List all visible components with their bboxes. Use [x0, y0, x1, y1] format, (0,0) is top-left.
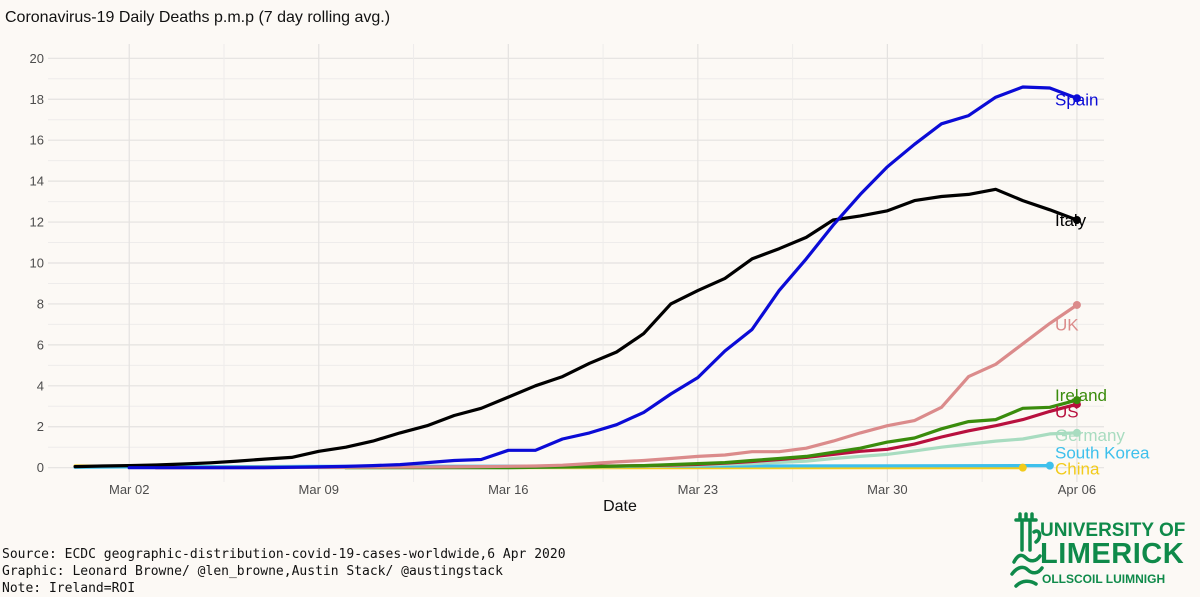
series-endpoint-spain [1072, 94, 1081, 103]
grid-lines [48, 44, 1104, 482]
x-tick-label: Mar 09 [299, 482, 339, 497]
y-tick-label: 20 [30, 51, 44, 66]
x-tick-label: Apr 06 [1058, 482, 1096, 497]
series-label-south-korea: South Korea [1055, 443, 1150, 462]
y-tick-label: 8 [37, 296, 44, 311]
chart-title: Coronavirus-19 Daily Deaths p.m.p (7 day… [5, 9, 390, 26]
y-tick-label: 18 [30, 92, 44, 107]
series-endpoint-south-korea [1045, 461, 1054, 470]
series-label-us: US [1055, 402, 1079, 421]
logo-line-university-of: UNIVERSITY OF [1040, 520, 1186, 541]
series-endpoint-uk [1072, 300, 1081, 309]
series-lines [73, 85, 1079, 470]
x-tick-label: Mar 02 [109, 482, 149, 497]
x-tick-label: Mar 30 [867, 482, 907, 497]
graphic-credit-line: Graphic: Leonard Browne/ @len_browne,Aus… [2, 564, 503, 579]
source-line: Source: ECDC geographic-distribution-cov… [2, 547, 566, 562]
series-line-uk [154, 303, 1079, 470]
series-endpoint-ireland [1072, 396, 1081, 405]
series-endpoint-italy [1072, 216, 1081, 225]
series-label-italy: Italy [1055, 211, 1087, 230]
x-tick-label: Mar 23 [678, 482, 718, 497]
y-tick-label: 4 [37, 378, 44, 393]
y-axis-ticks: 0 2 4 6 8 10 12 14 16 18 20 [30, 51, 44, 475]
series-line-ireland [344, 398, 1079, 470]
y-tick-label: 16 [30, 133, 44, 148]
series-label-spain: Spain [1055, 90, 1098, 109]
logo-line-limerick: LIMERICK [1040, 538, 1185, 570]
series-line-italy [73, 187, 1079, 469]
y-tick-label: 6 [37, 337, 44, 352]
series-endpoints [1018, 94, 1081, 472]
series-label-germany: Germany [1055, 426, 1125, 445]
series-endpoint-germany [1072, 428, 1081, 437]
university-logo-emblem [1010, 512, 1044, 588]
y-tick-label: 0 [37, 460, 44, 475]
note-line: Note: Ireland=ROI [2, 581, 136, 596]
x-tick-label: Mar 16 [488, 482, 528, 497]
x-axis-ticks: Mar 02 Mar 09 Mar 16 Mar 23 Mar 30 Apr 06 [109, 482, 1096, 497]
y-tick-label: 2 [37, 419, 44, 434]
series-label-china: China [1055, 460, 1100, 479]
x-axis-title: Date [603, 498, 637, 515]
y-tick-label: 10 [30, 256, 44, 271]
source-footer: Source: ECDC geographic-distribution-cov… [2, 546, 566, 597]
series-endpoint-china [1018, 463, 1027, 472]
series-label-ireland: Ireland [1055, 386, 1107, 405]
y-tick-label: 14 [30, 174, 44, 189]
logo-line-ollscoil-luimnigh: OLLSCOIL LUIMNIGH [1042, 572, 1166, 586]
series-line-spain [127, 85, 1079, 470]
series-label-uk: UK [1055, 315, 1079, 334]
y-tick-label: 12 [30, 215, 44, 230]
